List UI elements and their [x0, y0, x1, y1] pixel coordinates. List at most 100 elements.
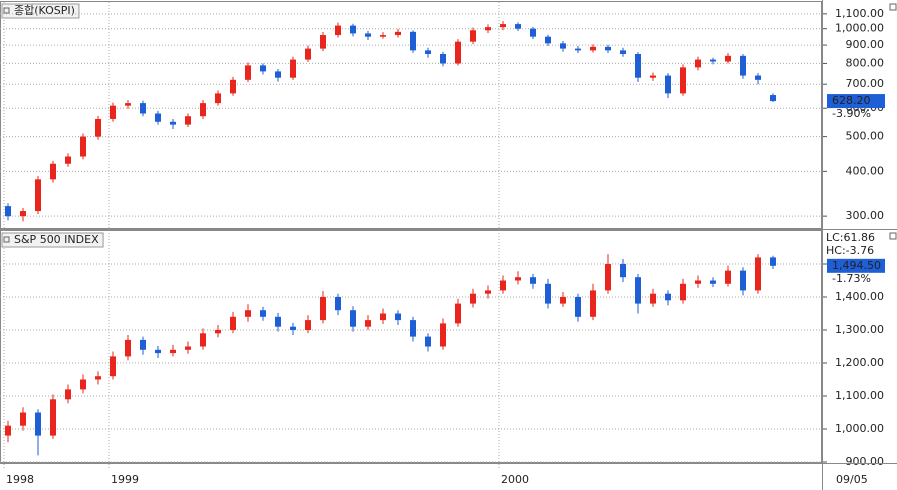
candle-body	[680, 283, 686, 301]
x-tick-label: 2000	[501, 473, 529, 486]
candle-body	[605, 264, 611, 291]
panel-icon	[889, 3, 897, 11]
y-tick-label: 1,100.00	[835, 7, 884, 20]
candle-body	[125, 103, 131, 106]
candle-body	[635, 53, 641, 78]
hc-label: HC:-3.76	[826, 244, 874, 257]
candle-body	[275, 71, 281, 78]
candle-body	[215, 330, 221, 334]
candle-body	[245, 310, 251, 317]
candle-body	[140, 339, 146, 350]
last-date: 09/05	[836, 473, 868, 486]
candle-body	[35, 179, 41, 212]
candle-body	[80, 379, 86, 390]
candle-body	[275, 316, 281, 327]
candle-body	[320, 35, 326, 49]
candle-body	[455, 303, 461, 324]
candle-body	[560, 43, 566, 49]
candle-body	[755, 75, 761, 80]
candle-body	[440, 53, 446, 64]
candle-body	[200, 103, 206, 117]
candle-body	[680, 67, 686, 94]
candle-body	[530, 277, 536, 284]
candle-body	[35, 412, 41, 436]
candle-body	[95, 376, 101, 380]
candle-body	[515, 277, 521, 281]
y-tick-label: 1,400.00	[835, 290, 884, 303]
candle-body	[380, 35, 386, 37]
y-tick-label: 1,000.00	[835, 22, 884, 35]
candle-body	[590, 290, 596, 317]
candle-body	[500, 24, 506, 28]
candle-body	[125, 339, 131, 357]
candle-body	[665, 293, 671, 301]
candle-body	[485, 27, 491, 31]
candle-body	[410, 320, 416, 337]
candle-body	[560, 297, 566, 304]
candle-body	[395, 31, 401, 36]
candle-body	[395, 313, 401, 321]
y-tick-label: 300.00	[846, 209, 885, 222]
candle-body	[5, 425, 11, 436]
candle-body	[110, 356, 116, 377]
y-tick-label: 500.00	[846, 130, 885, 143]
candle-body	[770, 95, 776, 102]
candle-body	[485, 290, 491, 294]
candle-body	[380, 313, 386, 321]
candle-body	[260, 65, 266, 72]
y-tick-label: 700.00	[846, 77, 885, 90]
candle-body	[455, 41, 461, 64]
last-change: -1.73%	[832, 272, 871, 285]
panel-title-box	[1, 232, 104, 248]
candle-body	[20, 412, 26, 426]
candle-body	[185, 116, 191, 125]
panel-title: 종합(KOSPI)	[14, 4, 75, 17]
panel-title: S&P 500 INDEX	[14, 233, 99, 246]
candle-body	[665, 75, 671, 94]
last-value: 628.20	[832, 94, 871, 107]
y-tick-label: 900.00	[846, 38, 885, 51]
candle-body	[320, 297, 326, 321]
candle-body	[710, 59, 716, 62]
candle-body	[65, 389, 71, 400]
candle-body	[260, 310, 266, 317]
candle-body	[50, 163, 56, 180]
candle-body	[620, 264, 626, 278]
candle-body	[470, 293, 476, 304]
candle-body	[695, 59, 701, 68]
candle-body	[410, 31, 416, 51]
candle-body	[725, 270, 731, 284]
candle-body	[710, 280, 716, 284]
candle-body	[650, 75, 656, 78]
last-change: -3.90%	[832, 107, 871, 120]
candle-body	[170, 349, 176, 354]
candle-body	[140, 103, 146, 114]
last-value: 1,494.50	[832, 259, 881, 272]
panel-icon	[889, 232, 897, 240]
candle-body	[350, 25, 356, 34]
candle-body	[245, 65, 251, 80]
last-value-box	[827, 258, 885, 273]
candle-body	[305, 48, 311, 60]
last-value-box	[827, 94, 885, 109]
candle-body	[290, 59, 296, 78]
candle-body	[65, 156, 71, 164]
candle-body	[620, 50, 626, 54]
y-tick-label: 400.00	[846, 164, 885, 177]
candle-body	[770, 257, 776, 266]
candle-body	[365, 320, 371, 327]
candle-body	[740, 55, 746, 76]
y-tick-label: 1,300.00	[835, 323, 884, 336]
candle-body	[80, 136, 86, 157]
candle-body	[155, 349, 161, 354]
candle-body	[155, 113, 161, 122]
candle-body	[515, 24, 521, 29]
candle-body	[740, 270, 746, 291]
candle-body	[575, 48, 581, 51]
candle-body	[470, 30, 476, 42]
candle-body	[605, 46, 611, 51]
panel-title-icon	[3, 236, 10, 243]
candle-body	[215, 93, 221, 104]
x-tick-label: 1998	[6, 473, 34, 486]
y-tick-label: 1,000.00	[835, 422, 884, 435]
